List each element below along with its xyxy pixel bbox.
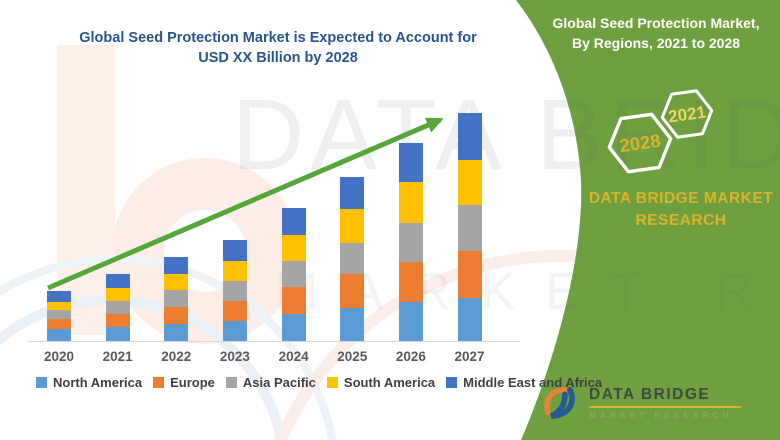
legend-swatch-middle-east-and-africa bbox=[446, 377, 458, 388]
x-axis-label-2026: 2026 bbox=[395, 349, 426, 364]
bar-segment-north-america bbox=[398, 302, 423, 341]
bar-segment-north-america bbox=[457, 298, 482, 341]
panel-title-line1: Global Seed Protection Market, bbox=[552, 15, 760, 31]
legend-label: Europe bbox=[170, 375, 215, 390]
brand-wordmark: DATA BRIDGE MARKET RESEARCH bbox=[566, 188, 780, 232]
legend-label: North America bbox=[53, 375, 143, 390]
dbmr-logo-text: DATA BRIDGE MARKET RESEARCH bbox=[589, 386, 741, 420]
bar-segment-europe bbox=[340, 274, 365, 308]
legend-label: Middle East and Africa bbox=[463, 375, 603, 390]
bar-segment-middle-east-and-africa bbox=[340, 177, 365, 209]
legend-label: South America bbox=[343, 375, 436, 390]
bar-segment-south-america bbox=[222, 261, 247, 281]
bar-segment-south-america bbox=[47, 302, 71, 310]
x-axis-label-2020: 2020 bbox=[43, 349, 75, 364]
bar-segment-asia-pacific bbox=[47, 310, 71, 319]
chart-title: Global Seed Protection Market is Expecte… bbox=[20, 29, 536, 68]
legend-swatch-north-america bbox=[36, 377, 47, 388]
legend-item-north-america: North America bbox=[36, 375, 142, 390]
dbmr-logo-subtitle: MARKET RESEARCH bbox=[589, 409, 733, 420]
bar-segment-middle-east-and-africa bbox=[398, 143, 423, 182]
bar-segment-north-america bbox=[340, 308, 365, 341]
bar-segment-middle-east-and-africa bbox=[457, 113, 482, 160]
bar-segment-south-america bbox=[398, 182, 423, 223]
legend-swatch-europe bbox=[153, 377, 165, 388]
bar-segment-europe bbox=[398, 262, 423, 302]
legend-item-middle-east-and-africa: Middle East and Africa bbox=[446, 375, 602, 390]
x-axis-label-2027: 2027 bbox=[454, 349, 485, 364]
panel-title: Global Seed Protection Market, By Region… bbox=[540, 13, 772, 53]
brand-wordmark-line1: DATA BRIDGE MARKET bbox=[588, 190, 774, 207]
bar-segment-europe bbox=[47, 319, 71, 329]
bar-segment-asia-pacific bbox=[457, 205, 482, 251]
dbmr-logo: DATA BRIDGE MARKET RESEARCH bbox=[540, 381, 741, 425]
chart-title-line2: USD XX Billion by 2028 bbox=[198, 49, 358, 66]
watermark-logo-stem bbox=[57, 45, 115, 335]
x-axis-label-2021: 2021 bbox=[102, 349, 133, 364]
bar-segment-north-america bbox=[47, 329, 71, 341]
x-axis-label-2023: 2023 bbox=[219, 349, 250, 364]
dbmr-logo-icon bbox=[544, 387, 575, 419]
x-axis-label-2025: 2025 bbox=[337, 349, 368, 364]
dbmr-logo-name: DATA BRIDGE bbox=[589, 386, 711, 404]
bar-segment-south-america bbox=[164, 274, 189, 290]
bar-2026 bbox=[398, 143, 423, 341]
bar-segment-south-america bbox=[340, 209, 365, 243]
dbmr-logo-rule bbox=[589, 406, 741, 408]
x-axis-label-2022: 2022 bbox=[161, 349, 192, 364]
legend-item-europe: Europe bbox=[153, 375, 215, 390]
brand-wordmark-line2: RESEARCH bbox=[635, 212, 727, 229]
legend-swatch-asia-pacific bbox=[225, 377, 237, 388]
bar-segment-south-america bbox=[457, 160, 482, 205]
chart-title-line1: Global Seed Protection Market is Expecte… bbox=[79, 30, 477, 46]
panel-title-line2: By Regions, 2021 to 2028 bbox=[571, 35, 741, 51]
